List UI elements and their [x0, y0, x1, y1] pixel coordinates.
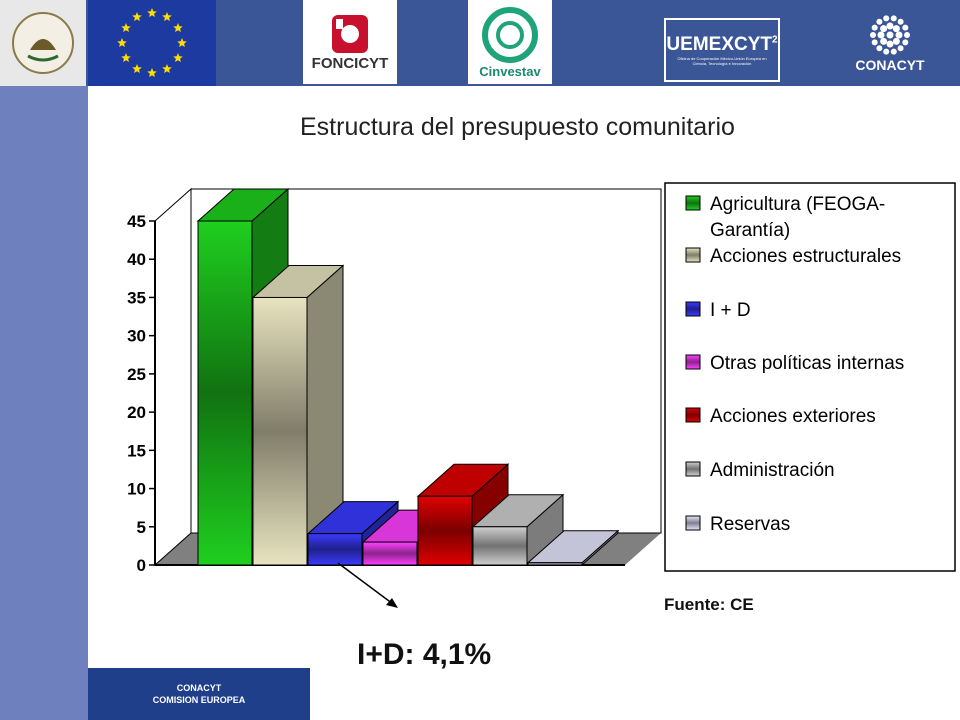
conacyt-dot-icon	[904, 32, 910, 38]
eu-star-icon	[147, 8, 157, 17]
conacyt-dot-icon	[897, 45, 904, 52]
y-tick-label: 45	[127, 212, 146, 231]
callout-arrowhead	[386, 598, 398, 608]
eu-star-icon	[117, 38, 127, 47]
eu-star-icon	[147, 68, 157, 77]
uemexcyt-logo-text: UEMEXCYT	[666, 34, 772, 55]
conacyt-logo-icon: CONACYT	[845, 0, 935, 86]
conacyt-dot-icon	[895, 31, 903, 39]
y-tick-label: 0	[137, 556, 146, 575]
legend-swatch	[685, 354, 701, 370]
conacyt-dot-icon	[871, 24, 878, 31]
conacyt-dot-icon	[890, 15, 897, 22]
legend-swatch	[685, 247, 701, 263]
legend-swatch	[685, 301, 701, 317]
legend-swatch	[685, 515, 701, 531]
conacyt-dot-icon	[902, 39, 909, 46]
legend-label: Acciones estructurales	[710, 246, 901, 267]
eu-star-icon	[162, 64, 172, 73]
eu-star-icon	[121, 53, 131, 62]
bar-6	[526, 529, 620, 567]
eu-star-icon	[173, 53, 183, 62]
conacyt-dot-icon	[877, 31, 885, 39]
left-sidebar	[0, 0, 88, 720]
mexico-seal-icon	[0, 0, 86, 86]
conacyt-dot-icon	[870, 32, 876, 38]
legend-box	[664, 182, 956, 572]
conacyt-dot-icon	[876, 45, 883, 52]
legend-swatch	[685, 461, 701, 477]
source-label: Fuente: CE	[664, 595, 754, 614]
y-tick-label: 20	[127, 403, 146, 422]
bar-front	[197, 220, 253, 566]
eu-star-icon	[162, 12, 172, 22]
y-tick-label: 25	[127, 365, 146, 384]
y-tick-label: 30	[127, 327, 146, 346]
conacyt-dot-icon	[876, 18, 883, 25]
bar-front	[362, 541, 418, 566]
conacyt-dot-icon	[897, 18, 904, 25]
y-tick-label: 35	[127, 288, 146, 307]
legend-label: I + D	[710, 300, 751, 321]
bar-front	[417, 495, 473, 566]
legend-label: Administración	[710, 460, 835, 481]
conacyt-dot-icon	[886, 40, 894, 48]
y-tick-label: 15	[127, 441, 146, 460]
conacyt-dot-icon	[902, 24, 909, 31]
header-bar: FONCICYT Cinvestav UEMEXCYT2 Oficina de …	[0, 0, 960, 86]
conacyt-dot-icon	[892, 25, 900, 33]
foncicyt-logo-text: FONCICYT	[311, 54, 389, 72]
uemexcyt-logo-sup: 2	[772, 34, 778, 46]
slide-title: Estructura del presupuesto comunitario	[300, 113, 735, 141]
legend-label: Reservas	[710, 514, 790, 535]
conacyt-dot-icon	[880, 25, 888, 33]
legend-swatch	[685, 407, 701, 423]
foncicyt-logo-icon: FONCICYT	[303, 0, 397, 84]
y-tick-label: 10	[127, 480, 146, 499]
conacyt-dot-icon	[880, 37, 888, 45]
callout-arrow	[337, 562, 394, 605]
legend-label: Otras políticas internas	[710, 353, 904, 374]
conacyt-dot-icon	[890, 48, 897, 55]
conacyt-dot-icon	[883, 15, 890, 22]
conacyt-logo-text: CONACYT	[855, 57, 925, 73]
bar-front	[472, 526, 528, 566]
chart-side-wall	[154, 187, 192, 567]
eu-flag-icon	[88, 0, 216, 86]
footer-line-2: COMISION EUROPEA	[152, 695, 246, 705]
eu-star-icon	[132, 64, 142, 73]
cinvestav-logo-text: Cinvestav	[479, 63, 541, 79]
bar-front	[527, 562, 583, 566]
conacyt-dot-icon	[883, 48, 890, 55]
bar-5	[471, 493, 565, 567]
conacyt-dot-icon	[892, 37, 900, 45]
bar-front	[252, 296, 308, 566]
y-tick-label: 5	[137, 518, 146, 537]
uemexcyt-logo-icon: UEMEXCYT2 Oficina de Cooperación México-…	[664, 18, 780, 82]
legend-swatch	[685, 195, 701, 211]
bar-front	[307, 533, 363, 566]
y-tick-label: 40	[127, 250, 146, 269]
footer-box: CONACYT COMISION EUROPEA	[88, 668, 310, 720]
legend-label: Acciones exteriores	[710, 406, 876, 427]
bar-1	[251, 264, 345, 567]
eu-star-icon	[173, 23, 183, 32]
eu-star-icon	[121, 23, 131, 32]
callout-label: I+D: 4,1%	[357, 638, 492, 671]
eu-star-icon	[177, 38, 187, 47]
eu-star-icon	[132, 12, 142, 22]
uemexcyt-logo-subtitle: Oficina de Cooperación México-Unión Euro…	[677, 56, 767, 66]
cinvestav-logo-icon: Cinvestav	[468, 0, 552, 84]
conacyt-dot-icon	[886, 22, 894, 30]
conacyt-dot-icon	[871, 39, 878, 46]
conacyt-dot-icon	[886, 31, 894, 39]
footer-line-1: CONACYT	[176, 683, 222, 693]
legend-label: Agricultura (FEOGA-Garantía)	[710, 194, 885, 241]
